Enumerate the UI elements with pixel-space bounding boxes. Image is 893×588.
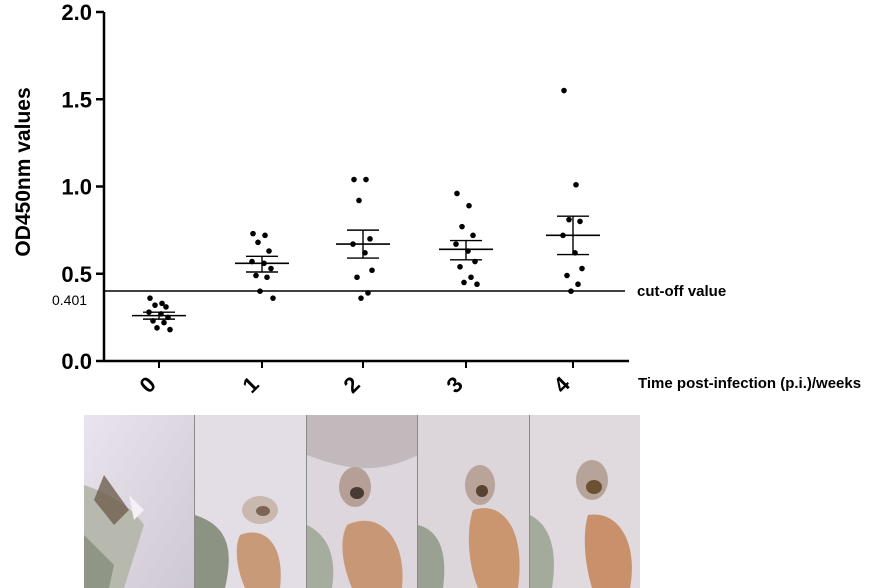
x-tick-label: 2 bbox=[339, 372, 365, 398]
x-axis-label: Time post-infection (p.i.)/weeks bbox=[638, 375, 861, 392]
week-2-photo bbox=[306, 415, 419, 588]
y-tick-label: 1.5 bbox=[61, 87, 92, 112]
y-ticks: 0.0 0.5 1.0 1.5 2.0 bbox=[61, 0, 104, 374]
data-point bbox=[358, 295, 364, 301]
data-point bbox=[268, 265, 274, 272]
cutoff-value-label: 0.401 bbox=[52, 292, 87, 308]
data-point bbox=[250, 230, 256, 237]
data-point bbox=[454, 190, 460, 197]
data-point bbox=[579, 265, 585, 272]
x-ticks: 0 1 2 3 4 bbox=[135, 361, 576, 398]
data-point bbox=[270, 295, 276, 301]
x-tick-label: 3 bbox=[442, 372, 468, 398]
photo-strip bbox=[84, 415, 641, 588]
data-point bbox=[573, 181, 579, 188]
data-point bbox=[363, 176, 369, 183]
data-point bbox=[159, 300, 165, 307]
x-tick-label: 4 bbox=[549, 371, 576, 398]
data-point bbox=[154, 325, 160, 331]
data-point bbox=[255, 239, 261, 246]
group-week-1 bbox=[235, 230, 289, 301]
data-point bbox=[253, 272, 259, 279]
data-point bbox=[470, 232, 476, 239]
data-point bbox=[351, 176, 357, 183]
data-groups bbox=[132, 87, 600, 333]
data-point bbox=[577, 218, 583, 225]
cutoff-label: cut-off value bbox=[637, 283, 726, 300]
week-1-photo bbox=[195, 415, 307, 588]
data-point bbox=[365, 290, 371, 296]
group-week-3 bbox=[439, 190, 493, 288]
data-point bbox=[466, 202, 472, 209]
data-point bbox=[152, 302, 158, 308]
data-point bbox=[161, 319, 167, 326]
data-point bbox=[262, 232, 268, 239]
data-point bbox=[575, 281, 581, 288]
group-week-2 bbox=[336, 176, 390, 301]
y-axis-label: OD450nm values bbox=[12, 87, 35, 256]
data-point bbox=[367, 236, 373, 242]
data-point bbox=[468, 274, 474, 281]
x-tick-label: 0 bbox=[135, 372, 161, 398]
y-tick-label: 0.5 bbox=[61, 262, 92, 287]
y-tick-label: 2.0 bbox=[61, 0, 92, 25]
week-0-photo bbox=[84, 415, 196, 588]
data-point bbox=[163, 304, 169, 310]
data-point bbox=[257, 288, 263, 295]
data-point bbox=[266, 248, 272, 254]
data-point bbox=[264, 274, 270, 281]
y-tick-label: 1.0 bbox=[61, 175, 92, 200]
scatter-chart: 0.0 0.5 1.0 1.5 2.0 0 1 2 3 4 0.401 cut-off valu… bbox=[12, 0, 861, 398]
data-point bbox=[167, 326, 173, 333]
data-point bbox=[354, 274, 360, 281]
week-4-photo bbox=[529, 415, 641, 588]
data-point bbox=[457, 263, 463, 270]
y-tick-label: 0.0 bbox=[61, 349, 92, 374]
data-point bbox=[561, 87, 567, 94]
data-point bbox=[459, 223, 465, 230]
x-tick-label: 1 bbox=[238, 372, 264, 398]
data-point bbox=[568, 288, 574, 295]
data-point bbox=[356, 197, 362, 204]
data-point bbox=[453, 241, 459, 247]
data-point bbox=[564, 272, 570, 279]
week-3-photo bbox=[418, 415, 530, 588]
group-week-4 bbox=[546, 87, 600, 295]
data-point bbox=[461, 279, 467, 286]
data-point bbox=[566, 216, 572, 223]
group-week-0 bbox=[132, 295, 186, 333]
data-point bbox=[147, 295, 153, 301]
data-point bbox=[369, 267, 375, 274]
data-point bbox=[474, 281, 480, 288]
